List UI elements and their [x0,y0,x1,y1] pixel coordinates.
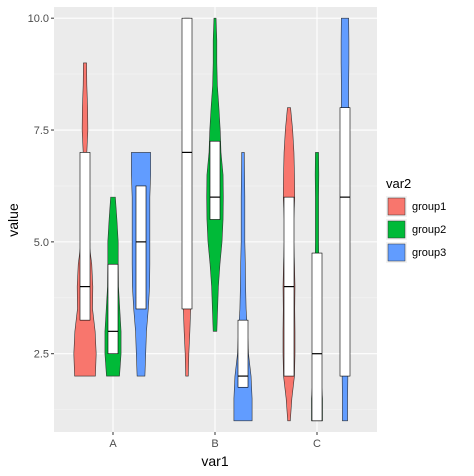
legend-key-group1 [387,197,406,216]
y-tick-label: 7.5 [34,125,49,137]
box-group1-A [79,152,91,321]
box-group3-B [237,319,249,388]
y-tick-label: 10.0 [28,13,49,25]
y-tick-label: 5.0 [34,237,49,249]
legend-label-group3: group3 [412,247,446,259]
x-tick-label: B [211,438,218,450]
legend-key-group3 [387,243,406,262]
axes: 2.5 5.0 7.5 10.0 A B C [28,13,321,450]
x-tick-label: C [313,438,321,450]
box-group2-A [107,263,119,355]
box-group1-B [181,17,193,310]
legend-key-group2 [387,220,406,239]
box-group3-A [135,185,147,310]
legend-label-group1: group1 [412,201,446,213]
y-tick-label: 2.5 [34,349,49,361]
x-tick-label: A [109,438,117,450]
legend: var2 group1 group2 group3 [386,176,446,263]
legend-label-group2: group2 [412,224,446,236]
box-group2-C [311,252,323,422]
box-group3-C [339,107,351,377]
y-axis-title: value [5,203,21,237]
box-group2-B [209,140,221,220]
violins [73,17,351,422]
legend-title: var2 [386,176,411,191]
x-axis-title: var1 [201,453,228,469]
